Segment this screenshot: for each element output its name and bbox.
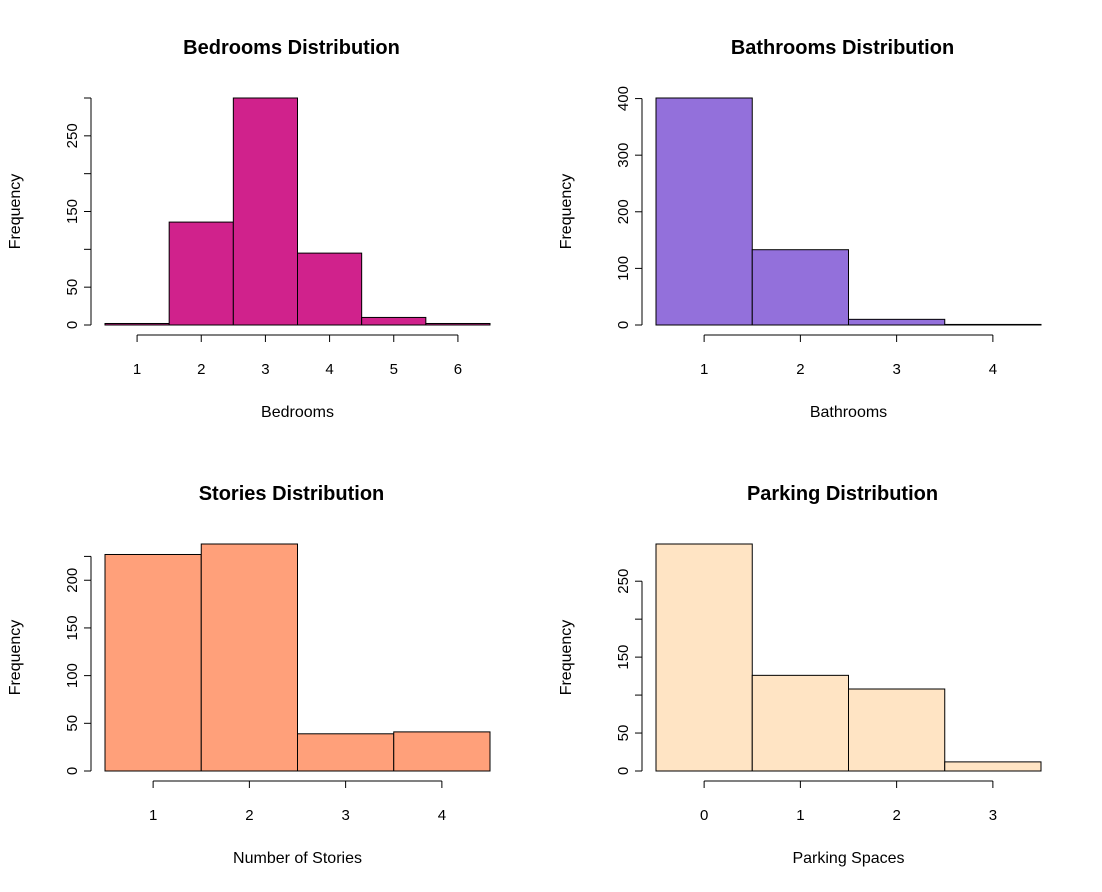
- x-tick-label: 1: [700, 361, 708, 378]
- x-axis-label: Bathrooms: [810, 404, 887, 421]
- x-tick-label: 2: [796, 361, 804, 378]
- histogram-bar: [168, 221, 234, 326]
- x-tick-label: 2: [892, 807, 900, 824]
- x-tick-label: 4: [438, 807, 446, 824]
- y-tick-label: 100: [615, 256, 632, 281]
- x-tick-label: 3: [341, 807, 349, 824]
- histogram-bar: [200, 543, 298, 772]
- x-tick-label: 6: [454, 361, 462, 378]
- y-tick-label: 100: [64, 663, 81, 688]
- histogram-bar: [297, 252, 363, 326]
- y-tick-label: 50: [615, 725, 632, 742]
- histogram-bar: [944, 323, 1042, 326]
- histogram-bar: [655, 543, 753, 772]
- y-tick-label: 200: [615, 199, 632, 224]
- x-tick-label: 4: [325, 361, 333, 378]
- histogram-bar: [848, 688, 946, 772]
- histogram-bar: [393, 731, 491, 772]
- y-tick-label: 0: [64, 321, 81, 329]
- y-tick-label: 200: [64, 568, 81, 593]
- y-tick-label: 150: [64, 615, 81, 640]
- histogram-bar: [848, 318, 946, 326]
- y-axis-label: Frequency: [558, 174, 575, 250]
- histogram-bar: [655, 97, 753, 326]
- y-tick-label: 250: [615, 569, 632, 594]
- x-tick-label: 3: [892, 361, 900, 378]
- y-tick-label: 0: [64, 767, 81, 775]
- histogram-bar: [104, 322, 170, 326]
- y-tick-label: 300: [615, 143, 632, 168]
- chart-title: Bedrooms Distribution: [183, 37, 400, 59]
- y-axis-label: Frequency: [7, 174, 24, 250]
- y-tick-label: 0: [615, 321, 632, 329]
- histogram-bar: [232, 97, 298, 326]
- y-tick-label: 50: [64, 715, 81, 732]
- x-tick-label: 2: [197, 361, 205, 378]
- y-tick-label: 150: [64, 199, 81, 224]
- histogram-bar: [751, 674, 849, 772]
- panel-4: Parking Distribution 0 50 150 250 0 1 2 3 Parking…: [558, 483, 1042, 867]
- y-axis-label: Frequency: [7, 620, 24, 696]
- x-tick-label: 1: [796, 807, 804, 824]
- x-tick-label: 5: [390, 361, 398, 378]
- y-tick-label: 50: [64, 279, 81, 296]
- x-tick-label: 3: [989, 807, 997, 824]
- histogram-bar: [425, 322, 491, 326]
- panel-2: Bathrooms Distribution 0 100 200 300 400 1 2 3 4 B…: [558, 37, 1042, 421]
- x-tick-label: 0: [700, 807, 708, 824]
- y-tick-label: 400: [615, 86, 632, 111]
- chart-title: Bathrooms Distribution: [731, 37, 954, 59]
- y-tick-label: 150: [615, 645, 632, 670]
- x-axis-label: Number of Stories: [233, 850, 362, 867]
- x-axis-label: Bedrooms: [261, 404, 334, 421]
- y-tick-label: 250: [64, 123, 81, 148]
- x-tick-label: 2: [245, 807, 253, 824]
- histogram-bar: [104, 553, 202, 772]
- x-axis-label: Parking Spaces: [792, 850, 904, 867]
- panel-3: Stories Distribution 0 50 100 150 200 1 2 3 4 Numb…: [7, 483, 491, 867]
- histogram-bar: [297, 733, 395, 772]
- y-axis-label: Frequency: [558, 620, 575, 696]
- x-tick-label: 3: [261, 361, 269, 378]
- x-tick-label: 4: [989, 361, 997, 378]
- chart-title: Parking Distribution: [747, 483, 938, 505]
- chart-title: Stories Distribution: [199, 483, 385, 505]
- x-tick-label: 1: [149, 807, 157, 824]
- y-tick-label: 0: [615, 767, 632, 775]
- histogram-bar: [944, 761, 1042, 772]
- histogram-bar: [751, 249, 849, 326]
- panel-1: Bedrooms Distribution 0 50 150 250 1 2 3 4 5 6 Bedr…: [7, 37, 491, 421]
- histogram-bar: [361, 316, 427, 326]
- x-tick-label: 1: [133, 361, 141, 378]
